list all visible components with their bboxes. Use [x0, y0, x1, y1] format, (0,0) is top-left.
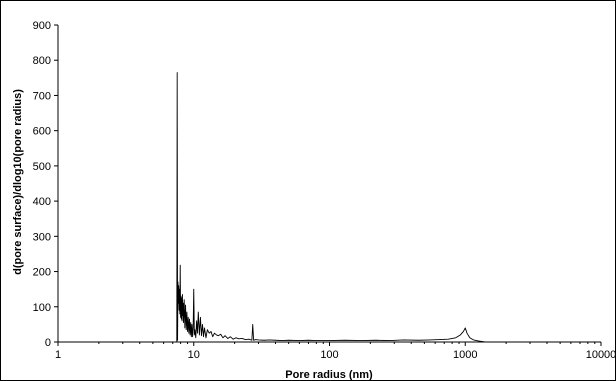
- y-tick-label: 500: [33, 161, 51, 173]
- y-axis-ticks: 0 100 200 300 400 500 600 700 800 900: [33, 20, 58, 349]
- x-axis-ticks: 1 10 100 1000 10000: [55, 342, 616, 361]
- series-line: [176, 72, 486, 343]
- x-tick-label: 10: [188, 349, 200, 361]
- plot-series-group: [176, 72, 486, 343]
- y-tick-label: 900: [33, 20, 51, 32]
- x-tick-label: 100: [320, 349, 338, 361]
- y-tick-label: 600: [33, 126, 51, 138]
- x-tick-label: 1: [55, 349, 61, 361]
- y-axis-title: d(pore surface)/dlog10(pore radius): [12, 89, 24, 275]
- y-tick-label: 100: [33, 302, 51, 314]
- x-tick-label: 10000: [586, 349, 616, 361]
- y-tick-label: 0: [45, 337, 51, 349]
- y-tick-label: 800: [33, 55, 51, 67]
- y-tick-label: 200: [33, 267, 51, 279]
- y-tick-label: 400: [33, 196, 51, 208]
- y-tick-label: 300: [33, 231, 51, 243]
- x-tick-label: 1000: [453, 349, 477, 361]
- x-axis-title: Pore radius (nm): [285, 369, 373, 381]
- y-tick-label: 700: [33, 90, 51, 102]
